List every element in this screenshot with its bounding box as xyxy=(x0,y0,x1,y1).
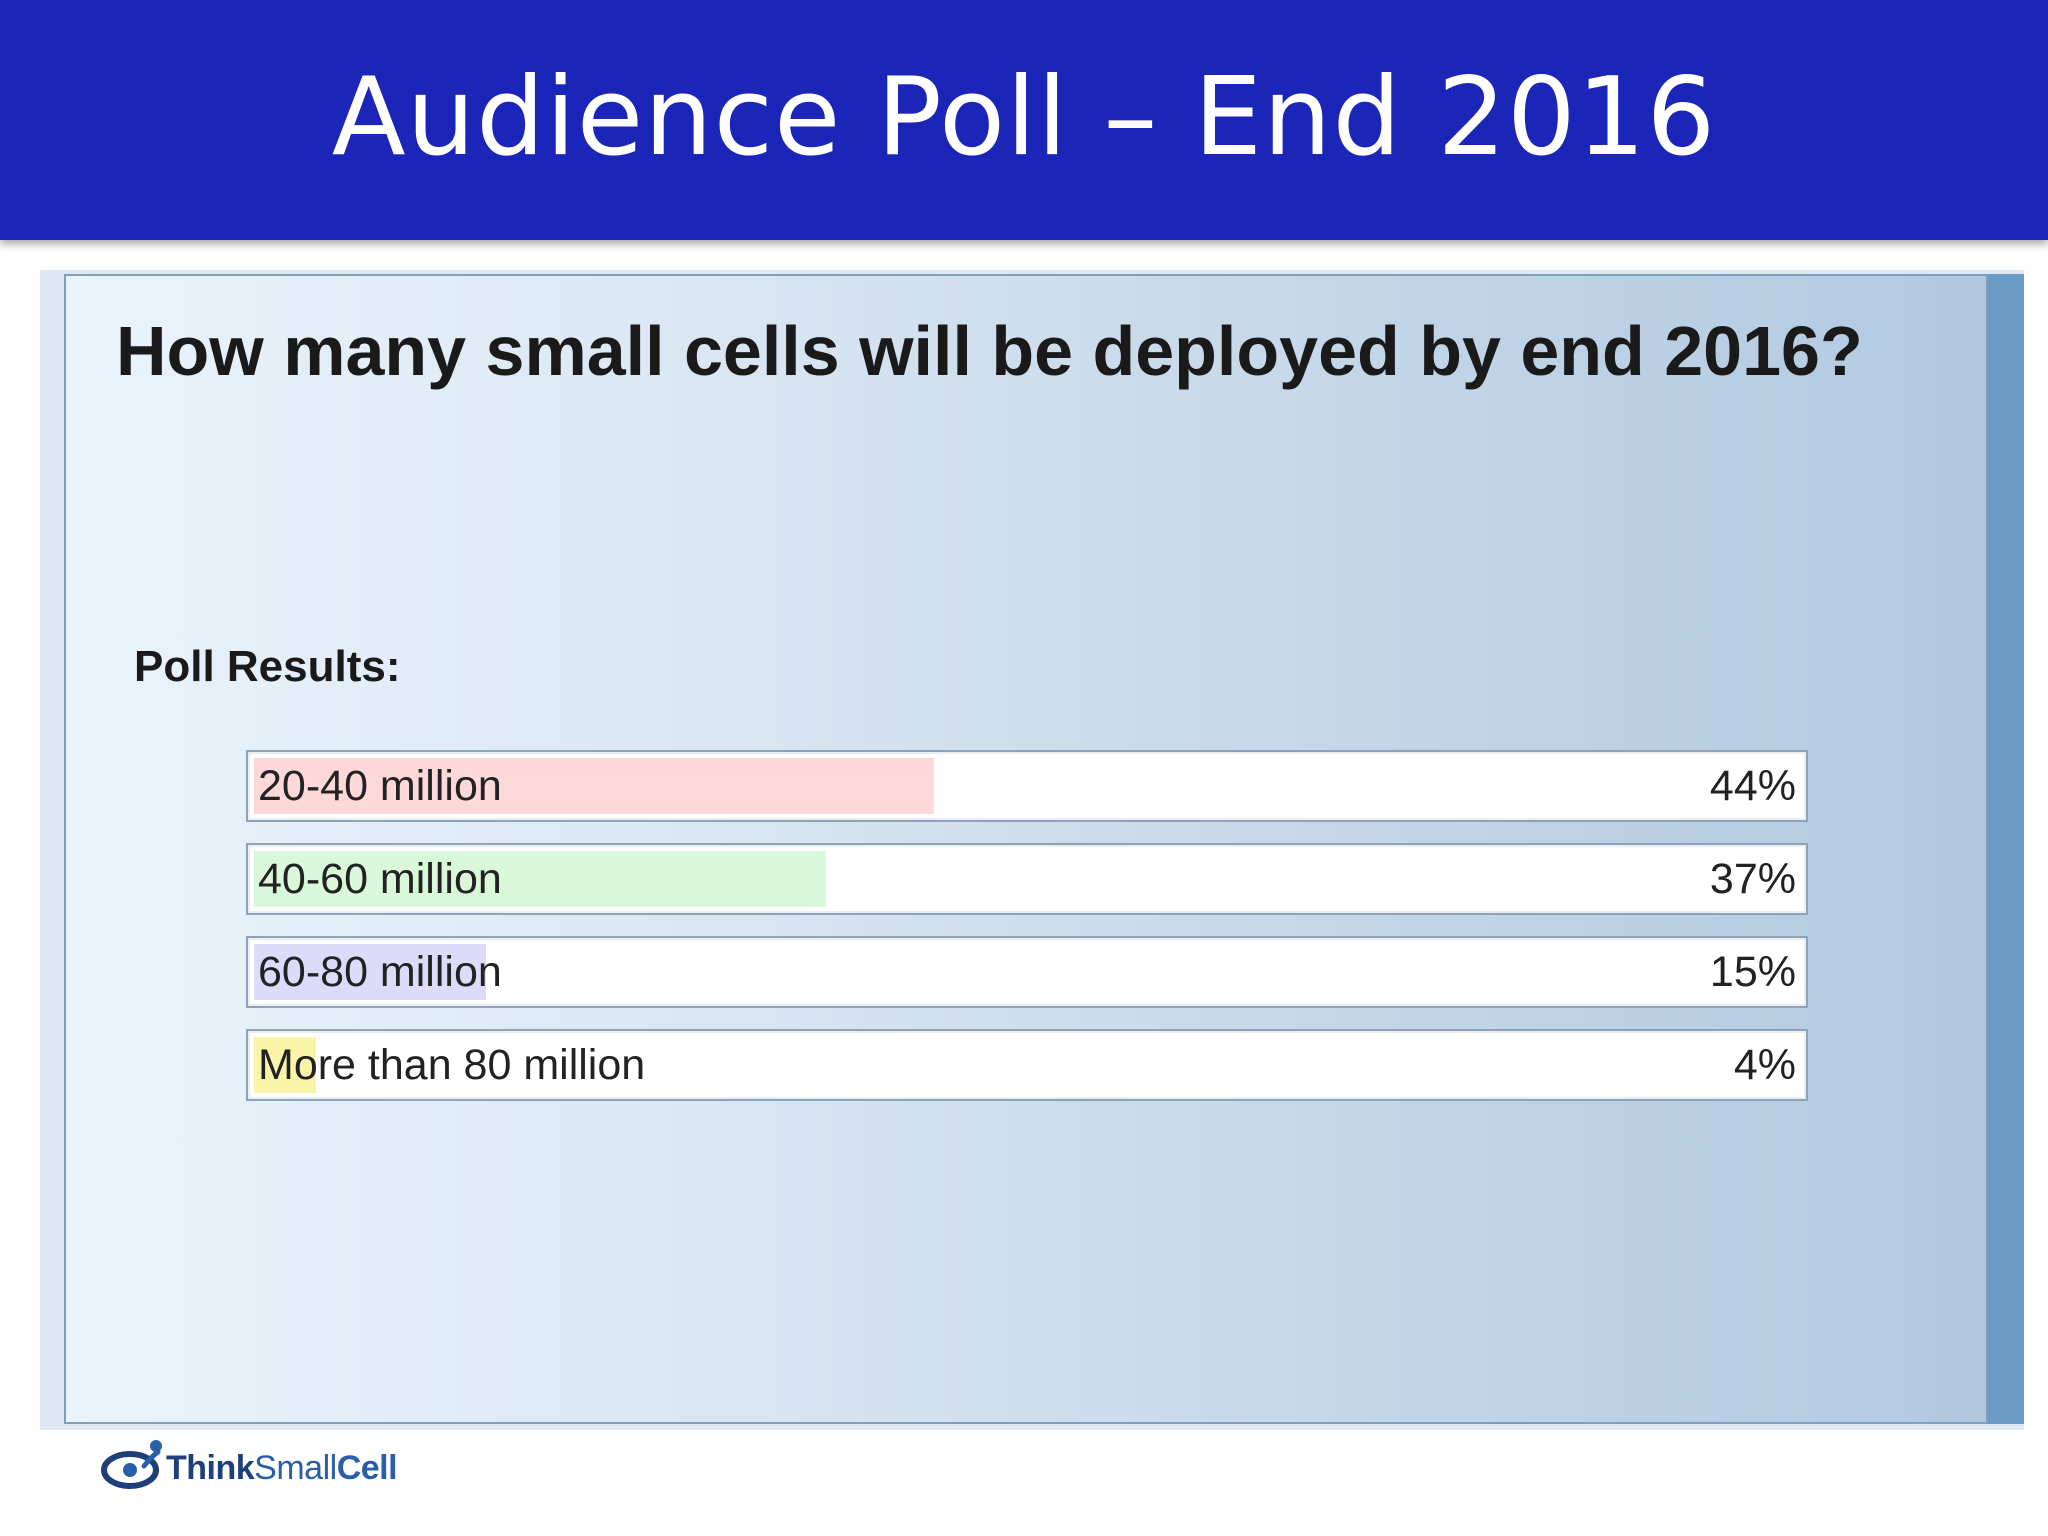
poll-result-label: 40-60 million xyxy=(258,855,502,903)
poll-result-percent: 4% xyxy=(1733,1041,1796,1089)
poll-result-label: 60-80 million xyxy=(258,948,502,996)
poll-screenshot: How many small cells will be deployed by… xyxy=(40,270,2024,1430)
poll-result-percent: 15% xyxy=(1709,948,1796,996)
poll-result-percent: 44% xyxy=(1709,762,1796,810)
title-bar: Audience Poll – End 2016 xyxy=(0,0,2048,240)
logo-text-think: Think xyxy=(166,1449,255,1487)
poll-panel: How many small cells will be deployed by… xyxy=(64,274,1988,1424)
logo-text-small: Small xyxy=(254,1449,337,1487)
poll-result-row: More than 80 million 4% xyxy=(246,1029,1808,1101)
logo-wordmark: ThinkSmallCell xyxy=(166,1449,398,1488)
poll-result-row: 40-60 million 37% xyxy=(246,843,1808,915)
poll-results-label: Poll Results: xyxy=(134,642,401,691)
poll-result-row: 60-80 million 15% xyxy=(246,936,1808,1008)
thinksmallcell-logo: ThinkSmallCell xyxy=(100,1432,398,1492)
poll-result-bar xyxy=(254,944,486,1000)
slide-title: Audience Poll – End 2016 xyxy=(331,54,1717,180)
panel-edge-strip xyxy=(1988,274,2024,1424)
poll-result-bar xyxy=(254,1037,316,1093)
poll-question: How many small cells will be deployed by… xyxy=(116,312,1863,390)
poll-result-bar xyxy=(254,758,934,814)
poll-result-label: More than 80 million xyxy=(258,1041,646,1089)
thinksmallcell-logo-icon xyxy=(101,1440,162,1489)
poll-results-chart: 20-40 million 44% 40-60 million 37% 60-80 mi… xyxy=(246,750,1808,1122)
poll-result-percent: 37% xyxy=(1709,855,1796,903)
poll-result-row: 20-40 million 44% xyxy=(246,750,1808,822)
logo-text-cell: Cell xyxy=(336,1449,398,1487)
poll-result-bar xyxy=(254,851,826,907)
poll-result-label: 20-40 million xyxy=(258,762,502,810)
